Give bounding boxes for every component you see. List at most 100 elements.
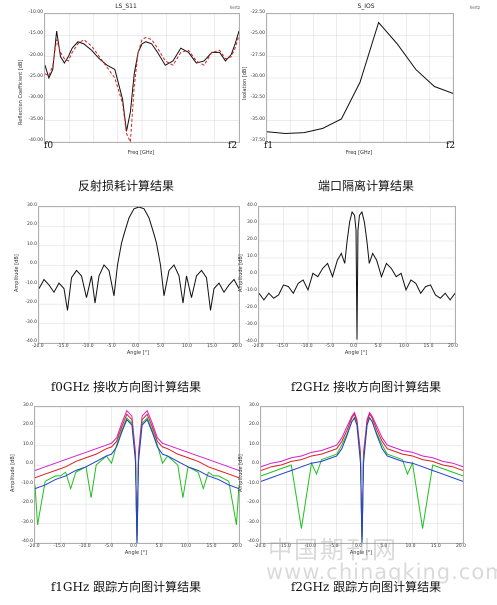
x-tick-label: 15.0 [207,344,218,349]
y-tick-label: -30.0 [247,519,259,525]
chart-s-ios: S_IOS hertz Isolation [dB] Freq [GHz] f1… [242,0,482,168]
x-tick-label: -15.0 [57,344,69,349]
x-tick-label: 15.0 [206,544,217,549]
plot-area [260,406,464,544]
y-tick-label: -30.00 [250,74,265,79]
x-tick-label: -20.0 [28,544,40,549]
y-tick-label: -20.00 [28,52,43,58]
x-tick-label: -15.0 [276,344,289,349]
x-tick-label: -20.0 [32,344,44,349]
chart-rx-f0: Amplitude [dB] Angle [°] 30.0 20.0 10.0 0.0… [10,200,242,360]
y-tick-label: 0.0 [249,271,257,276]
x-tick-label: 0.0 [355,544,363,549]
y-tick-label: 0.0 [29,261,37,267]
y-tick-label: -10.0 [247,480,259,486]
y-tick-label: -37.50 [250,138,265,143]
y-tick-label: 20.0 [26,222,37,228]
x-tick-label: 20.0 [448,344,459,349]
plot-svg [259,207,455,343]
plot-area [38,206,240,344]
series-line-3 [261,416,463,543]
chart-title: S_IOS [357,3,375,10]
x-tick-label: -10.0 [82,344,94,349]
y-tick-label: -30.0 [21,519,33,525]
y-tick-label: 10.0 [246,254,257,259]
y-tick-label: -20.0 [247,500,259,506]
x-start-label: f0 [44,141,54,151]
chart-tag: hertz [229,5,240,10]
y-tick-label: -25.00 [28,74,43,79]
plot-area [266,13,454,143]
y-tick-label: 20.0 [22,422,33,428]
y-tick-label: -35.00 [250,116,265,122]
x-tick-label: -5.0 [107,344,116,349]
caption-track-f1: f1GHz 跟踪方向图计算结果 [50,580,202,594]
x-end-label: f2 [228,141,238,151]
series-line-2 [35,416,239,543]
y-tick-label: -10.0 [21,480,33,486]
series-line-1 [45,35,239,142]
y-tick-label: -40.0 [247,539,259,544]
y-axis-label: Reflection Coefficient [dB] [18,59,24,125]
x-tick-label: 0.0 [130,544,138,549]
caption-track-f2: f2GHz 跟踪方向图计算结果 [290,580,442,594]
y-tick-label: 40.0 [246,203,257,208]
y-tick-label: -40.0 [21,539,33,544]
y-tick-label: 30.0 [26,203,37,208]
caption-rx-f2: f2GHz 接收方向图计算结果 [290,380,442,394]
series-line-0 [45,30,239,132]
caption-ls-s11: 反射损耗计算结果 [77,179,174,193]
x-axis-label: Angle [°] [124,550,148,556]
plot-area [34,406,240,544]
plot-svg [39,207,239,343]
x-tick-label: -15.0 [53,544,66,549]
series-line-2 [261,416,463,543]
y-axis-label: Amplitude [dB] [14,254,20,292]
chart-track-f1: Amplitude [dB] Angle [°] 30.0 20.0 10.0 0.0… [10,400,242,560]
series-line-0 [261,411,463,543]
series-line-0 [267,21,453,134]
x-tick-label: -10.0 [301,344,313,349]
x-tick-label: 0.0 [132,344,140,349]
x-axis-label: Angle [°] [344,350,368,356]
x-tick-label: -10.0 [79,544,91,549]
y-tick-label: -30.0 [245,322,257,327]
x-tick-label: 0.0 [350,344,358,349]
y-tick-label: -40.00 [28,138,43,143]
chart-rx-f2: Amplitude [dB] Angle [°] 40.0 30.0 20.0 10.… [238,200,482,360]
x-axis-label: Freq [GHz] [345,150,373,156]
x-axis-label: Angle [°] [349,550,373,556]
chart-tag: hertz [469,5,480,10]
x-start-label: f1 [264,141,274,151]
plot-svg [45,14,239,142]
x-tick-label: 10.0 [405,544,416,549]
y-tick-label: -40.0 [25,339,37,344]
x-tick-label: 10.0 [182,344,193,349]
y-tick-label: 30.0 [248,403,259,408]
x-tick-label: 5.0 [157,344,165,349]
x-axis-label: Angle [°] [126,350,150,356]
plot-area [258,206,456,344]
x-tick-label: 20.0 [456,544,467,549]
watermark-url: www.chinaqking.com [266,560,497,584]
series-line-1 [35,413,239,543]
y-tick-label: 10.0 [22,441,33,447]
x-axis-label: Freq [GHz] [127,150,155,156]
y-tick-label: -10.0 [245,288,257,293]
y-tick-label: -25.00 [250,31,265,37]
y-tick-label: -40.0 [245,339,257,344]
y-tick-label: -22.50 [250,10,265,15]
y-tick-label: 10.0 [248,441,259,447]
y-tick-label: -20.0 [25,300,37,306]
chart-ls-s11: LS_S11 hertz Reflection Coefficient [dB]… [10,0,242,168]
y-tick-label: -35.00 [28,116,43,122]
plot-svg [267,14,453,142]
x-tick-label: 5.0 [374,344,382,349]
series-line-1 [261,413,463,543]
y-axis-label: Isolation [dB] [242,66,248,100]
plot-svg [35,407,239,543]
y-tick-label: 30.0 [246,220,257,225]
watermark-text: 中国期刊网 [268,536,398,564]
y-tick-label: 0.0 [251,461,259,467]
y-tick-label: 20.0 [248,422,259,428]
